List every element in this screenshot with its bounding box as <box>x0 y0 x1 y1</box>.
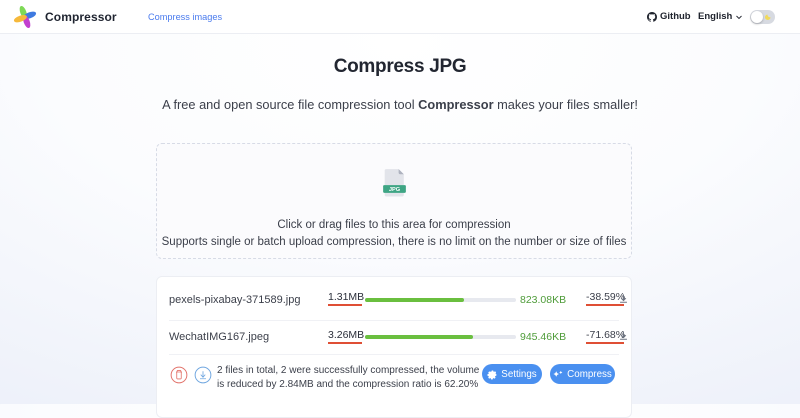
svg-text:JPG: JPG <box>388 187 400 193</box>
